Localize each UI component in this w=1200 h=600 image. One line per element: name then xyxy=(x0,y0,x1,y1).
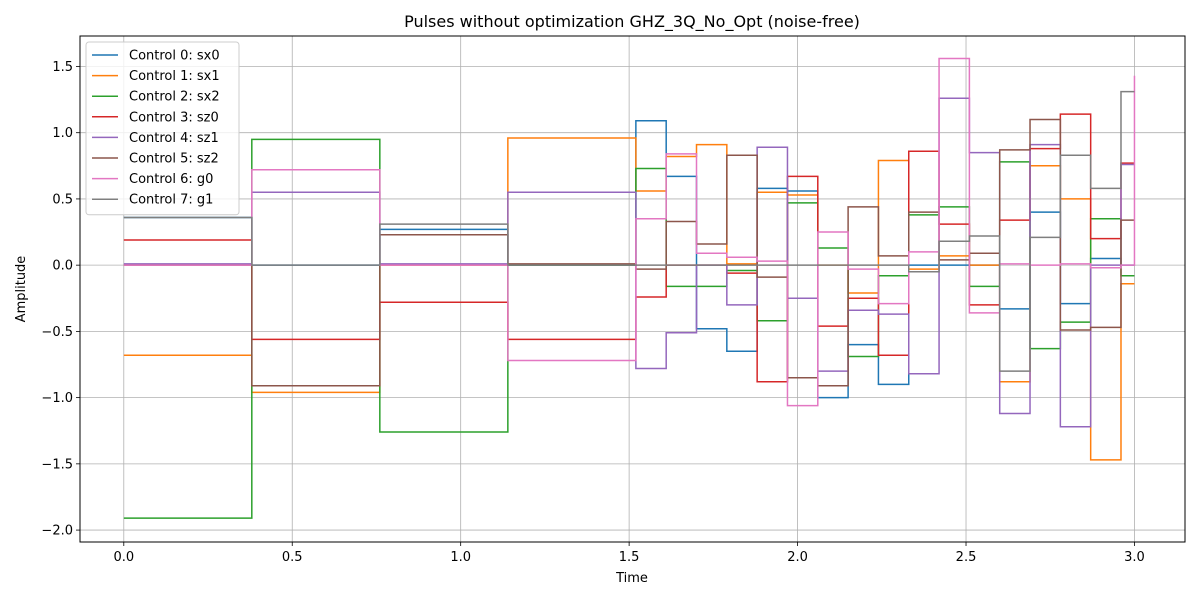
y-tick-label: 1.5 xyxy=(52,60,73,75)
legend-label: Control 7: g1 xyxy=(129,193,213,208)
y-tick-label: −2.0 xyxy=(41,524,73,539)
legend-label: Control 3: sz0 xyxy=(129,110,219,125)
legend-label: Control 2: sx2 xyxy=(129,90,220,105)
legend: Control 0: sx0 Control 1: sx1 Control 2: s… xyxy=(85,41,240,216)
x-tick-label: 2.5 xyxy=(956,550,977,565)
y-axis-ticks: −2.0 −1.5 −1.0 −0.5 0.0 0.5 1.0 1.5 xyxy=(41,60,80,539)
legend-label: Control 5: sz2 xyxy=(129,152,219,167)
legend-label: Control 4: sz1 xyxy=(129,131,219,146)
y-tick-label: −1.5 xyxy=(41,457,73,472)
x-tick-label: 3.0 xyxy=(1124,550,1145,565)
y-axis-label: Amplitude xyxy=(14,256,29,323)
series-lines xyxy=(123,57,1136,519)
x-tick-label: 2.0 xyxy=(787,550,808,565)
legend-label: Control 1: sx1 xyxy=(129,69,220,84)
y-tick-label: 1.0 xyxy=(52,126,73,141)
grid xyxy=(80,36,1185,542)
chart-title: Pulses without optimization GHZ_3Q_No_Op… xyxy=(404,12,860,32)
x-axis-ticks: 0.0 0.5 1.0 1.5 2.0 2.5 3.0 xyxy=(113,542,1145,565)
series-line-5 xyxy=(123,118,1135,387)
legend-box xyxy=(85,41,240,216)
series-line-6 xyxy=(123,57,1136,407)
legend-label: Control 0: sx0 xyxy=(129,49,220,64)
y-tick-label: 0.0 xyxy=(52,259,73,274)
x-tick-label: 1.0 xyxy=(450,550,471,565)
y-tick-label: −0.5 xyxy=(41,325,73,340)
legend-label: Control 6: g0 xyxy=(129,172,213,187)
x-tick-label: 0.5 xyxy=(282,550,303,565)
plot-frame xyxy=(79,35,1186,543)
series-line-4 xyxy=(123,97,1135,428)
y-tick-label: −1.0 xyxy=(41,391,73,406)
y-tick-label: 0.5 xyxy=(52,192,73,207)
x-tick-label: 0.0 xyxy=(113,550,134,565)
x-tick-label: 1.5 xyxy=(619,550,640,565)
x-axis-label: Time xyxy=(615,571,648,586)
series-line-7 xyxy=(123,90,1135,372)
